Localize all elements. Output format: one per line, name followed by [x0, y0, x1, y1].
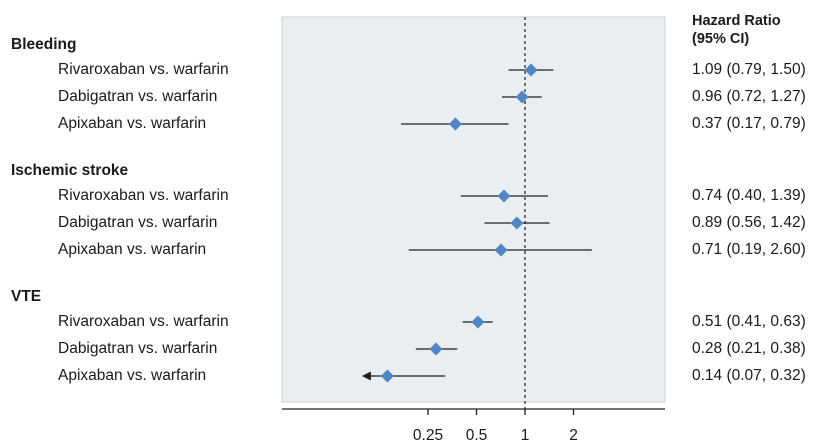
ci-text: 0.28 (0.21, 0.38): [692, 340, 806, 357]
row-label: Dabigatran vs. warfarin: [58, 88, 218, 105]
plot-panel: [281, 16, 666, 403]
ci-arrow: [361, 371, 371, 381]
ci-text: 0.96 (0.72, 1.27): [692, 88, 806, 105]
row-label: Rivaroxaban vs. warfarin: [58, 187, 229, 204]
x-tick-label: 0.5: [465, 427, 488, 444]
row-label: Rivaroxaban vs. warfarin: [58, 61, 229, 78]
hr-marker: [515, 90, 529, 104]
x-tick-label: 0.25: [412, 427, 444, 444]
hr-marker: [494, 243, 508, 257]
ci-text: 0.37 (0.17, 0.79): [692, 115, 806, 132]
ci-text: 0.51 (0.41, 0.63): [692, 313, 806, 330]
row-label: Apixaban vs. warfarin: [58, 367, 207, 384]
ci-text: 1.09 (0.79, 1.50): [692, 61, 806, 78]
ci-text: 0.89 (0.56, 1.42): [692, 214, 806, 231]
group-label: Bleeding: [11, 36, 77, 53]
ci-text: 0.14 (0.07, 0.32): [692, 367, 806, 384]
row-label: Apixaban vs. warfarin: [58, 241, 207, 258]
hr-marker: [497, 189, 511, 203]
column-header-hazard-ratio: Hazard Ratio: [692, 13, 781, 29]
hr-marker: [471, 315, 485, 329]
row-label: Rivaroxaban vs. warfarin: [58, 313, 229, 330]
row-label: Apixaban vs. warfarin: [58, 115, 207, 132]
hr-marker: [380, 369, 394, 383]
hr-marker: [448, 117, 462, 131]
row-label: Dabigatran vs. warfarin: [58, 214, 218, 231]
hr-marker: [524, 63, 538, 77]
ci-text: 0.74 (0.40, 1.39): [692, 187, 806, 204]
x-tick-label: 1: [520, 427, 530, 444]
hr-marker: [429, 342, 443, 356]
column-header-ci: (95% CI): [692, 31, 750, 47]
hr-marker: [510, 216, 524, 230]
group-label: VTE: [11, 288, 42, 305]
group-label: Ischemic stroke: [11, 162, 129, 179]
row-label: Dabigatran vs. warfarin: [58, 340, 218, 357]
ci-text: 0.71 (0.19, 2.60): [692, 241, 806, 258]
x-tick-label: 2: [569, 427, 578, 444]
